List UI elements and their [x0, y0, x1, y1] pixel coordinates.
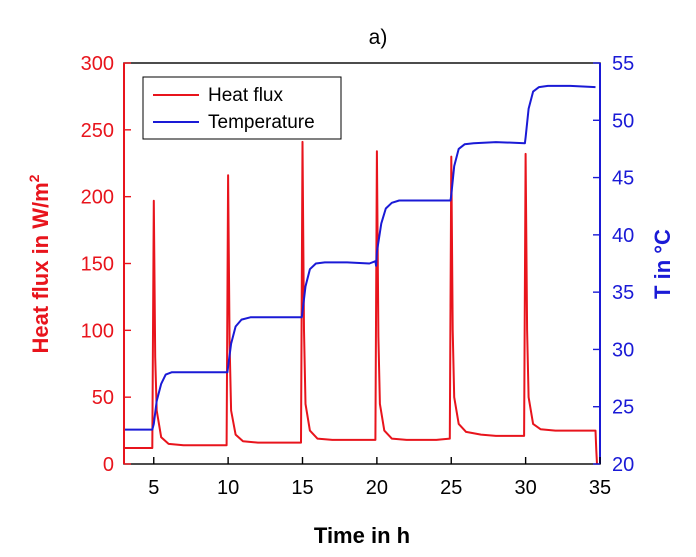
y-right-tick-label: 35	[612, 282, 634, 304]
y-left-tick-label: 150	[81, 254, 114, 276]
legend-label-heat-flux: Heat flux	[208, 85, 283, 106]
y-left-tick-label: 200	[81, 187, 114, 209]
x-tick-label: 20	[366, 477, 388, 499]
legend-label-temperature: Temperature	[208, 112, 315, 133]
legend: Heat flux Temperature	[142, 76, 342, 140]
y-right-axis-label: T in °C	[650, 229, 675, 299]
y-right-tick-label: 45	[612, 168, 634, 190]
y-left-tick-label: 100	[81, 320, 114, 342]
plot-area	[124, 84, 598, 465]
x-tick-label: 25	[440, 477, 462, 499]
y-right-tick-label: 25	[612, 397, 634, 419]
x-tick-label: 30	[515, 477, 537, 499]
chart-title: a)	[369, 26, 388, 49]
legend-box	[142, 76, 342, 140]
x-tick-label: 10	[217, 477, 239, 499]
y-right-tick-label: 40	[612, 225, 634, 247]
x-tick-label: 35	[589, 477, 611, 499]
y-left-tick-label: 300	[81, 53, 114, 75]
y-right-tick-label: 50	[612, 110, 634, 132]
y-left-tick-label: 0	[103, 454, 114, 476]
x-axis-label: Time in h	[314, 523, 410, 548]
y-left-axis-label-text: Heat flux in W/m	[28, 182, 53, 353]
x-tick-label: 5	[148, 477, 159, 499]
x-tick-label: 15	[291, 477, 313, 499]
series-line-heat-flux	[124, 140, 598, 465]
y-right-tick-label: 20	[612, 454, 634, 476]
series-line-temperature	[124, 84, 596, 431]
y-left-axis-label: Heat flux in W/m2	[26, 174, 53, 353]
y-left-axis-label-superscript: 2	[26, 174, 42, 182]
y-left-tick-label: 50	[92, 387, 114, 409]
axis-ticks: 5 10 15 20 25 30 35 0 50 100 150 200 250 300 20 25 30 35 4…	[81, 53, 635, 499]
y-right-tick-label: 30	[612, 339, 634, 361]
y-left-tick-label: 250	[81, 120, 114, 142]
y-right-tick-label: 55	[612, 53, 634, 75]
